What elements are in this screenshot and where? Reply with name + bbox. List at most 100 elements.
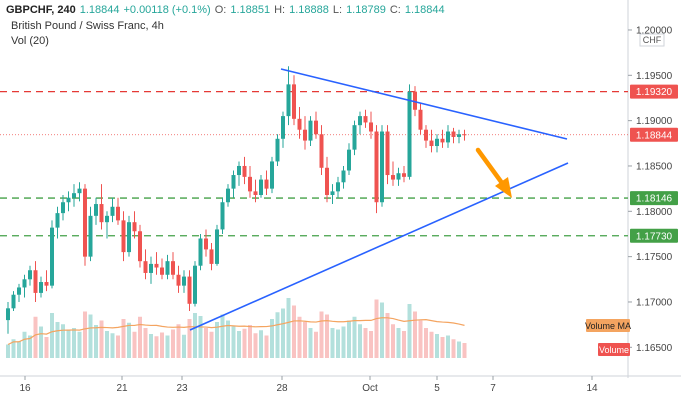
volume-bar: [385, 313, 390, 358]
candle-body: [215, 229, 219, 264]
candle-body: [154, 263, 159, 268]
candle-body: [66, 197, 71, 203]
candle-body: [424, 129, 428, 141]
candle-body: [55, 213, 60, 228]
volume-indicator-label[interactable]: Vol (20): [11, 35, 49, 47]
volume-bar: [143, 328, 148, 358]
y-tick-label: 1.18500: [636, 161, 673, 172]
candle-body: [61, 202, 65, 214]
candle-body: [270, 161, 274, 189]
price-badge-label: 1.18146: [636, 194, 673, 205]
volume-bar: [160, 332, 164, 358]
volume-bar: [259, 330, 263, 358]
volume-bar: [319, 311, 324, 358]
candle-body: [143, 261, 148, 273]
volume-bar: [66, 329, 71, 358]
candle-body: [138, 231, 142, 262]
candle-body: [314, 120, 318, 135]
candle-body: [83, 188, 87, 257]
volume-bar: [226, 320, 230, 358]
volume-bar: [193, 313, 197, 358]
price-badge-resistance: [630, 84, 678, 99]
candle-body: [165, 261, 170, 275]
price-badge-label: 1.19320: [636, 87, 673, 98]
volume-bar: [462, 343, 467, 358]
candle-body: [336, 182, 340, 192]
close-value: 1.18844: [404, 4, 445, 16]
price-badge-label: 1.18844: [636, 130, 673, 141]
volume-ma-badge: [586, 319, 630, 332]
volume-bar: [220, 314, 225, 358]
candle-body: [33, 270, 38, 293]
symbol-label: GBPCHF, 240: [6, 4, 76, 16]
volume-bar: [72, 328, 76, 358]
candle-body: [209, 249, 214, 264]
volume-bar: [402, 331, 406, 358]
volume-ma-badge-label: Volume MA: [585, 321, 631, 331]
candle-body: [462, 134, 467, 136]
candle-body: [325, 167, 329, 195]
candle-body: [281, 116, 285, 139]
volume-bar: [138, 316, 142, 358]
candle-body: [121, 220, 126, 253]
candle-body: [50, 227, 54, 286]
volume-bar: [424, 328, 428, 358]
candle-body: [396, 173, 401, 180]
last-price: 1.18844: [79, 4, 120, 16]
lower-trendline: [189, 162, 569, 331]
candle-body: [308, 120, 313, 141]
volume-bar: [77, 331, 82, 358]
candle-body: [28, 270, 32, 280]
candle-body: [374, 131, 379, 203]
volume-bar: [28, 335, 32, 358]
candle-body: [413, 91, 417, 110]
volume-bar: [198, 316, 203, 358]
x-tick-label: Oct: [362, 383, 378, 394]
low-label: L:: [332, 4, 343, 16]
candle-body: [132, 222, 137, 232]
candle-body: [429, 140, 434, 147]
candle-body: [105, 215, 109, 223]
volume-bar: [149, 334, 153, 358]
x-tick-label: 7: [490, 383, 496, 394]
candle-body: [253, 191, 258, 195]
volume-bar: [286, 298, 291, 358]
candle-body: [303, 129, 307, 141]
candle-body: [352, 125, 357, 150]
volume-bar: [391, 324, 395, 358]
volume-bar: [396, 328, 401, 358]
candle-body: [440, 138, 445, 143]
volume-bar: [132, 331, 137, 358]
volume-bar: [171, 329, 175, 358]
volume-bar: [407, 304, 412, 358]
candle-body: [160, 267, 164, 275]
candle-body: [11, 294, 16, 309]
volume-bar: [380, 302, 384, 358]
x-tick-label: 23: [176, 383, 188, 394]
volume-bar: [209, 331, 214, 358]
candle-body: [446, 131, 450, 143]
candle-body: [77, 188, 82, 194]
candle-body: [88, 215, 93, 257]
volume-bar: [352, 316, 357, 358]
price-change: +0.00118 (+0.1%): [123, 4, 211, 16]
volume-bar: [165, 335, 170, 358]
candle-body: [330, 191, 335, 195]
volume-bar: [11, 339, 16, 358]
candle-body: [198, 238, 203, 266]
high-value: 1.18888: [289, 4, 329, 16]
volume-bar: [83, 311, 87, 358]
candle-body: [127, 222, 131, 253]
open-value: 1.18851: [230, 4, 271, 16]
volume-bar: [341, 326, 346, 358]
volume-bar: [94, 325, 98, 358]
volume-bar: [457, 341, 461, 358]
candle-body: [242, 165, 247, 177]
high-label: H:: [274, 4, 286, 16]
volume-bar: [61, 324, 65, 358]
forecast-arrow-shaft: [475, 147, 505, 186]
y-tick-label: 1.19000: [636, 116, 673, 127]
candle-body: [297, 118, 302, 130]
candle-body: [99, 204, 104, 223]
volume-bar: [39, 326, 43, 358]
